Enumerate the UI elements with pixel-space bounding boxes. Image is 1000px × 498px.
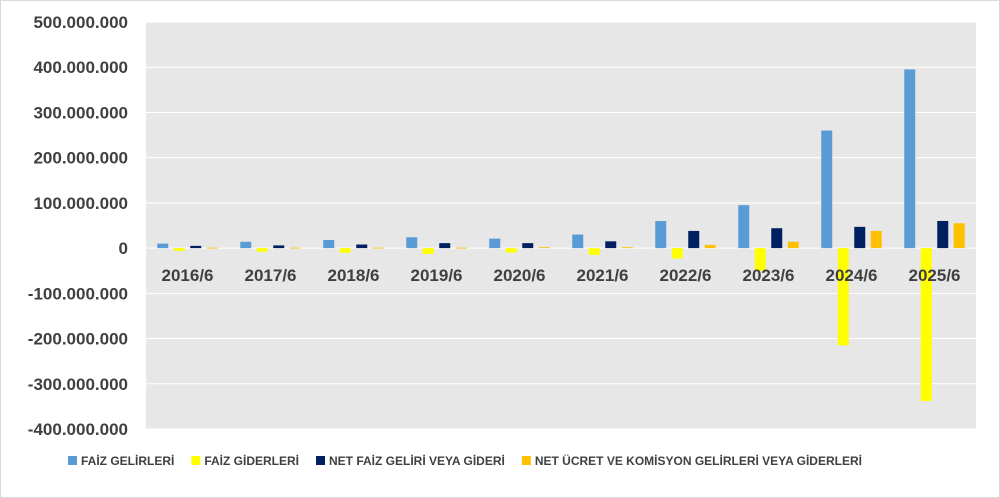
bar [439,243,451,249]
bar [837,248,849,346]
bar [489,238,501,249]
y-tick-label: 500.000.000 [33,13,128,32]
bar [323,239,335,249]
bar [920,248,932,401]
bar [937,220,949,249]
bar [621,247,633,249]
y-tick-label: -300.000.000 [28,375,128,394]
bar [206,247,218,249]
bar [870,230,882,249]
bar [655,220,667,249]
bar [754,248,766,271]
gridlines [146,21,976,430]
bar [671,248,683,259]
legend-label: FAİZ GELİRLERİ [81,453,174,468]
legend-swatch [316,456,326,465]
x-tick-label: 2022/6 [660,266,712,285]
x-tick-label: 2018/6 [328,266,380,285]
legend: FAİZ GELİRLERİ FAİZ GİDERLERİ NET FAİZ GEL… [68,453,862,468]
bars [157,69,965,401]
bar [372,247,384,249]
legend-swatch [68,456,77,465]
y-tick-label: 0 [119,239,128,258]
x-tick-label: 2025/6 [909,266,961,285]
bar [738,205,750,249]
y-axis-ticks: 500.000.000 400.000.000 300.000.000 200.000… [28,13,128,439]
bar [953,223,965,249]
legend-swatch [521,456,531,465]
bar [787,241,799,249]
bar [588,248,600,255]
bar [273,245,285,249]
bar [538,247,550,249]
x-tick-label: 2024/6 [826,266,878,285]
x-tick-label: 2021/6 [577,266,629,285]
bar [572,234,584,249]
legend-label: NET ÜCRET VE KOMİSYON GELİRLERİ VEYA GİD… [535,453,862,468]
bar [455,247,467,249]
bar [339,248,351,253]
x-tick-label: 2019/6 [411,266,463,285]
bar [522,243,534,249]
bar [821,130,833,249]
x-tick-label: 2023/6 [743,266,795,285]
y-tick-label: 200.000.000 [33,149,128,168]
legend-label: FAİZ GİDERLERİ [204,453,299,468]
legend-swatch [191,456,201,465]
bar [771,228,783,249]
y-tick-label: -200.000.000 [28,330,128,349]
bar [704,244,716,249]
x-tick-label: 2016/6 [162,266,214,285]
bar [289,247,301,249]
x-tick-label: 2017/6 [245,266,297,285]
bar [688,230,700,249]
bar [605,241,617,249]
bar [505,248,517,253]
legend-label: NET FAİZ GELİRİ VEYA GİDERİ [329,453,505,468]
bar [904,69,916,249]
y-tick-label: 400.000.000 [33,58,128,77]
bar [356,244,368,249]
x-axis-ticks: 2016/6 2017/6 2018/6 2019/6 2020/6 2021/6 2022… [162,266,961,285]
y-tick-label: -100.000.000 [28,284,128,303]
bar [854,226,866,249]
bar [406,237,418,249]
y-tick-label: 300.000.000 [33,103,128,122]
bar [256,248,268,252]
y-tick-label: -400.000.000 [28,420,128,439]
bar [157,243,169,249]
bar [190,245,202,249]
y-tick-label: 100.000.000 [33,194,128,213]
bar [173,248,185,251]
bar [422,248,434,254]
bar [240,241,252,249]
plot-area [146,22,976,429]
x-tick-label: 2020/6 [494,266,546,285]
